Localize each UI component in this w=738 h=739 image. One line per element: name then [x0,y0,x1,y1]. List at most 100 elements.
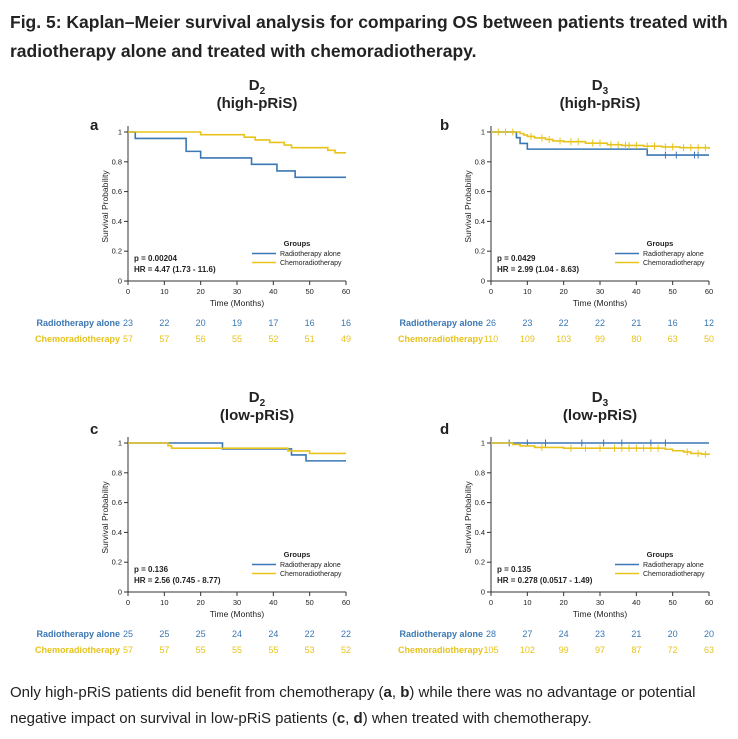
risk-count: 52 [268,334,278,344]
risk-count: 20 [668,629,678,639]
risk-count: 16 [305,318,315,328]
p-value: p = 0.0429 [497,254,536,263]
risk-count: 57 [159,334,169,344]
panel-title-group: D3 [592,389,609,409]
y-axis-label: Survival Probability [463,481,473,554]
risk-count: 51 [305,334,315,344]
caption-sep-1: , [391,684,401,701]
legend-title: Groups [284,550,311,559]
risk-count: 57 [123,645,133,655]
km-curve-chemoradiotherapy [128,442,346,455]
risk-count: 63 [668,334,678,344]
x-tick-label: 10 [523,287,531,296]
panel-title-subscript: 3 [603,86,609,97]
risk-count: 63 [704,645,714,655]
x-tick-label: 20 [559,598,567,607]
risk-count: 57 [123,334,133,344]
y-tick-label: 0.8 [475,157,485,166]
caption-text-3: ) when treated with chemotherapy. [362,710,592,727]
risk-count: 23 [522,318,532,328]
risk-row-label-radiotherapy: Radiotherapy alone [36,318,120,328]
risk-count: 20 [704,629,714,639]
risk-count: 17 [268,318,278,328]
x-tick-label: 60 [705,598,713,607]
panel-letter: b [440,117,449,134]
y-tick-label: 0.4 [112,217,122,226]
x-tick-label: 50 [305,598,313,607]
km-curve-radiotherapy [491,131,709,156]
caption-ref-d: d [353,710,363,727]
x-tick-label: 50 [668,598,676,607]
risk-count: 21 [631,629,641,639]
risk-row-label-radiotherapy: Radiotherapy alone [36,629,120,639]
legend-label-chemoradiotherapy: Chemoradiotherapy [643,260,705,267]
x-tick-label: 30 [596,287,604,296]
risk-row-label-chemoradiotherapy: Chemoradiotherapy [398,645,483,655]
legend-title: Groups [647,239,674,248]
panel-title-letter: D [592,389,603,406]
risk-count: 55 [232,334,242,344]
x-tick-label: 0 [489,598,493,607]
y-tick-label: 0 [481,588,485,597]
caption-ref-a: a [383,684,392,701]
y-axis-label: Survival Probability [463,170,473,243]
x-tick-label: 20 [559,287,567,296]
risk-count: 22 [341,629,351,639]
figure-title: Fig. 5: Kaplan–Meier survival analysis f… [10,12,728,61]
panel-c: D2(low-pRiS)c00.20.40.60.810 10 20 30 40 50 60… [35,389,351,655]
panel-title-cohort: (low-pRiS) [563,407,637,424]
x-tick-label: 40 [632,287,640,296]
x-tick-label: 20 [196,287,204,296]
panel-title-cohort: (high-pRiS) [560,95,641,112]
x-tick-label: 60 [342,287,350,296]
panel-a: D2(high-pRiS)a00.20.40.60.810 10 20 30 40 50 6… [35,77,351,344]
legend-title: Groups [647,550,674,559]
x-tick-label: 10 [160,598,168,607]
y-tick-label: 0.6 [112,187,122,196]
risk-count: 105 [483,645,498,655]
x-tick-label: 30 [233,598,241,607]
x-tick-label: 40 [632,598,640,607]
risk-count: 16 [668,318,678,328]
risk-row-label-radiotherapy: Radiotherapy alone [399,629,483,639]
y-tick-label: 0.2 [475,247,485,256]
risk-count: 25 [196,629,206,639]
p-value: p = 0.136 [134,565,169,574]
risk-count: 55 [232,645,242,655]
risk-count: 20 [196,318,206,328]
risk-count: 16 [341,318,351,328]
legend-label-chemoradiotherapy: Chemoradiotherapy [643,571,705,578]
risk-count: 53 [305,645,315,655]
x-tick-label: 10 [523,598,531,607]
legend-title: Groups [284,239,311,248]
panel-title-cohort: (low-pRiS) [220,407,294,424]
km-curve-radiotherapy [128,131,346,179]
risk-count: 72 [668,645,678,655]
risk-count: 19 [232,318,242,328]
panel-title-letter: D [249,389,260,406]
panel-title-subscript: 3 [603,398,609,409]
risk-count: 21 [631,318,641,328]
risk-count: 99 [559,645,569,655]
y-axis-label: Survival Probability [100,481,110,554]
risk-count: 22 [305,629,315,639]
risk-count: 49 [341,334,351,344]
risk-row-label-chemoradiotherapy: Chemoradiotherapy [398,334,483,344]
risk-count: 26 [486,318,496,328]
legend-label-radiotherapy: Radiotherapy alone [280,562,341,569]
risk-count: 24 [232,629,242,639]
km-curve-chemoradiotherapy [128,131,346,154]
figure-caption: Only high-pRiS patients did benefit from… [10,680,730,732]
risk-count: 50 [704,334,714,344]
risk-count: 25 [159,629,169,639]
y-tick-label: 0.6 [475,187,485,196]
p-value: p = 0.00204 [134,254,177,263]
km-curve-radiotherapy [128,442,346,462]
y-tick-label: 0.2 [112,247,122,256]
legend-label-radiotherapy: Radiotherapy alone [643,562,704,569]
y-tick-label: 0.4 [475,528,485,537]
panel-letter: c [90,421,98,438]
y-tick-label: 1 [481,128,485,137]
km-figure: D2(high-pRiS)a00.20.40.60.810 10 20 30 40 50 6… [35,77,714,655]
y-axis-label: Survival Probability [100,170,110,243]
